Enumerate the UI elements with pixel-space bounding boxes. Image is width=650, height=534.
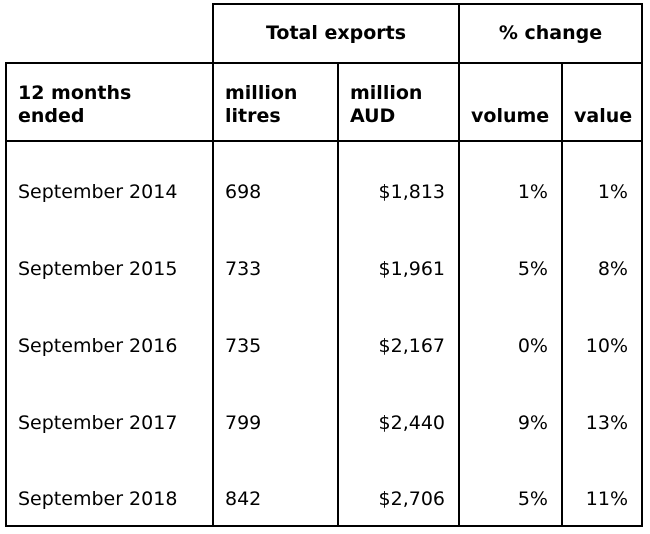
column-header-value: value [561,62,643,142]
cell-million-litres: 799 [212,372,339,449]
cell-million-aud: $2,706 [337,449,460,527]
cell-value-change: 1% [561,141,643,218]
cell-value-change: 8% [561,218,643,295]
cell-million-aud: $1,813 [337,141,460,218]
cell-period: September 2014 [5,141,214,218]
cell-million-aud: $1,961 [337,218,460,295]
cell-million-aud: $2,167 [337,295,460,372]
cell-period: September 2016 [5,295,214,372]
column-group-pct-change: % change [458,3,643,64]
cell-million-aud: $2,440 [337,372,460,449]
cell-million-litres: 842 [212,449,339,527]
cell-volume-change: 9% [458,372,563,449]
table-row: September 2016 735 $2,167 0% 10% [5,295,643,372]
column-header-period: 12 months ended [5,62,214,142]
cell-volume-change: 5% [458,218,563,295]
group-header-spacer [6,4,213,63]
column-header-row: 12 months ended million litres million A… [5,62,643,142]
cell-period: September 2018 [5,449,214,527]
cell-volume-change: 0% [458,295,563,372]
cell-volume-change: 5% [458,449,563,527]
cell-volume-change: 1% [458,141,563,218]
group-header-row: Total exports % change [6,3,643,64]
table-row: September 2017 799 $2,440 9% 13% [5,372,643,449]
column-group-total-exports: Total exports [212,3,460,64]
cell-period: September 2015 [5,218,214,295]
column-header-million-litres: million litres [212,62,339,142]
cell-million-litres: 698 [212,141,339,218]
cell-million-litres: 735 [212,295,339,372]
cell-value-change: 11% [561,449,643,527]
cell-million-litres: 733 [212,218,339,295]
cell-period: September 2017 [5,372,214,449]
cell-value-change: 10% [561,295,643,372]
table-row: September 2015 733 $1,961 5% 8% [5,218,643,295]
cell-value-change: 13% [561,372,643,449]
exports-table: Total exports % change 12 months ended m… [5,3,643,527]
table-row: September 2014 698 $1,813 1% 1% [5,141,643,218]
table-row: September 2018 842 $2,706 5% 11% [5,449,643,527]
column-header-million-aud: million AUD [337,62,460,142]
column-header-volume: volume [458,62,563,142]
